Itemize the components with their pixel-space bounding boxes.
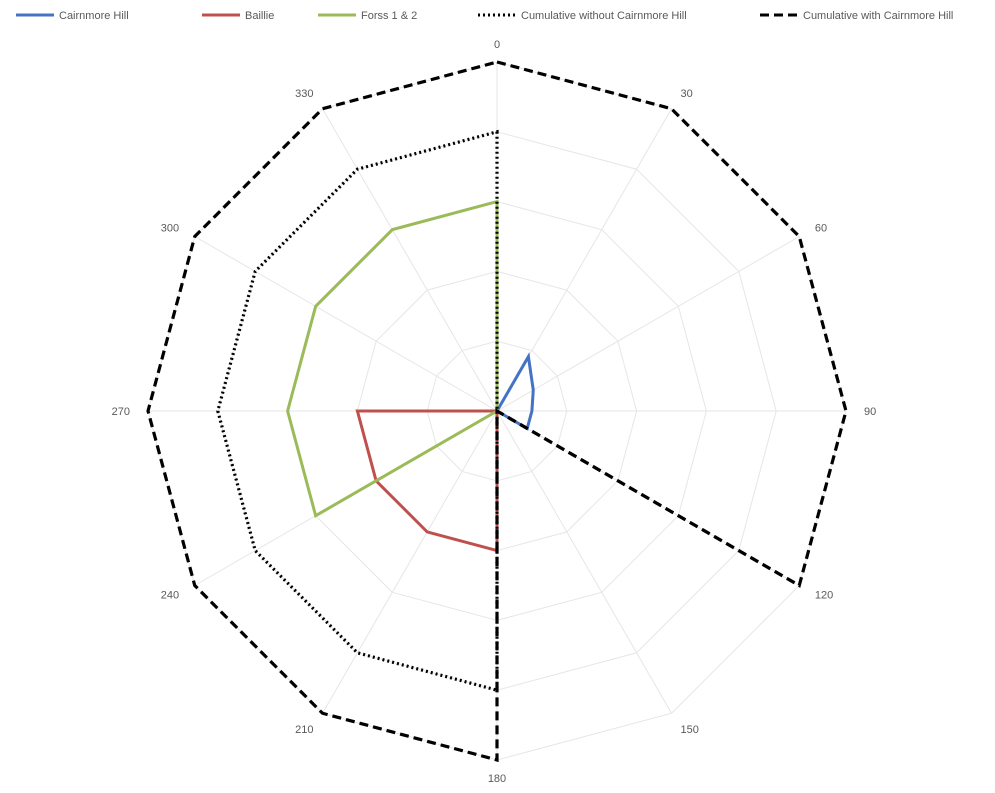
grid-spoke xyxy=(322,410,498,714)
angle-label-60: 60 xyxy=(815,223,827,235)
angle-label-120: 120 xyxy=(815,590,833,602)
angle-label-90: 90 xyxy=(864,406,876,418)
angle-label-180: 180 xyxy=(488,773,506,785)
legend-label-4: Cumulative with Cairnmore Hill xyxy=(803,10,953,22)
series-line-4 xyxy=(146,60,848,763)
legend-label-3: Cumulative without Cairnmore Hill xyxy=(521,10,687,22)
angle-label-270: 270 xyxy=(112,406,130,418)
series-line-2 xyxy=(286,199,499,518)
grid-spoke xyxy=(496,410,672,714)
grid-spoke xyxy=(194,236,498,412)
series-lines xyxy=(146,60,848,763)
grid-spoke xyxy=(322,108,498,412)
angle-label-30: 30 xyxy=(681,88,693,100)
angle-label-150: 150 xyxy=(681,724,699,736)
angle-labels: 0 30 60 90 120 150 180 210 240 270 300 330 xyxy=(112,39,877,785)
angle-label-300: 300 xyxy=(161,223,179,235)
angle-label-330: 330 xyxy=(295,88,313,100)
series-line-0 xyxy=(494,352,535,431)
angle-label-0: 0 xyxy=(494,39,500,51)
angle-label-240: 240 xyxy=(161,590,179,602)
legend: Cairnmore Hill Baillie Forss 1 & 2 Cumulati… xyxy=(16,10,953,22)
legend-label-0: Cairnmore Hill xyxy=(59,10,129,22)
grid-spoke xyxy=(496,236,800,412)
legend-label-1: Baillie xyxy=(245,10,274,22)
legend-label-2: Forss 1 & 2 xyxy=(361,10,417,22)
angle-label-210: 210 xyxy=(295,724,313,736)
